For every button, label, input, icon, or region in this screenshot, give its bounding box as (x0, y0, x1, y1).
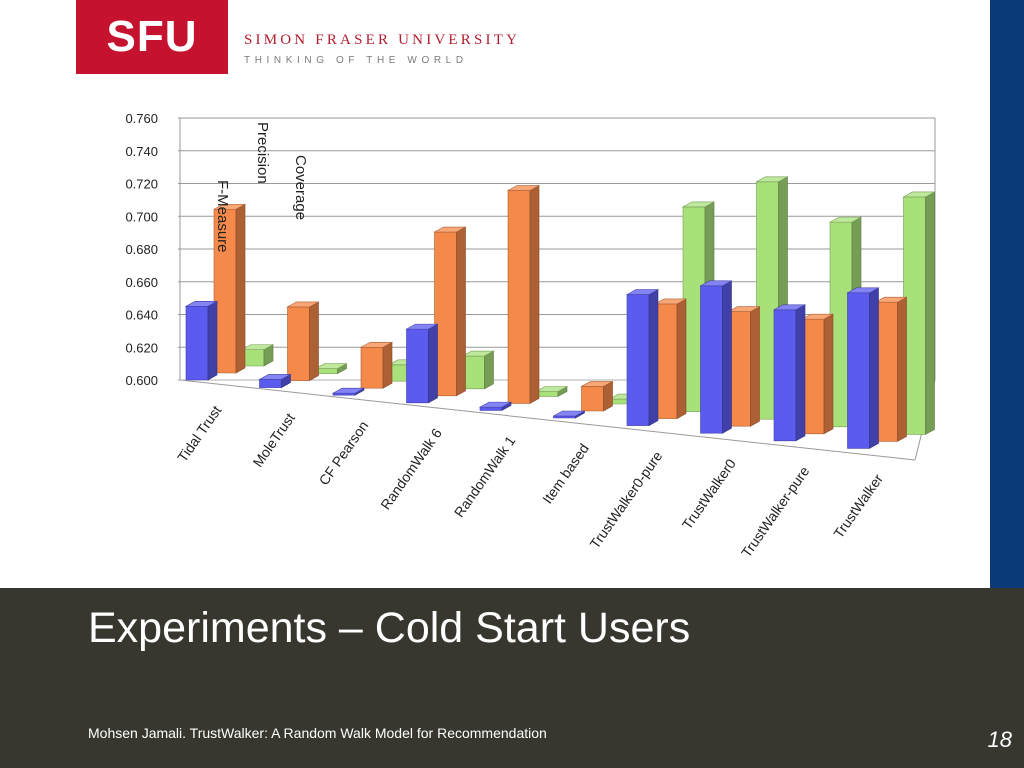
slide-credit: Mohsen Jamali. TrustWalker: A Random Wal… (88, 725, 547, 741)
y-tick-label: 0.720 (125, 177, 158, 192)
bar-coverage-top (461, 350, 495, 357)
bar-f-measure-top (478, 401, 513, 408)
x-tick-label: RandomWalk 1 (451, 433, 519, 520)
slide-title: Experiments – Cold Start Users (88, 604, 691, 652)
bar-coverage-top (314, 363, 348, 369)
y-tick-label: 0.600 (125, 373, 158, 388)
bar-f-measure-front (185, 306, 209, 381)
bar-f-measure-top (552, 410, 586, 417)
bar-coverage-top (902, 191, 936, 198)
bar-precision-side (382, 341, 393, 389)
bar-f-measure-top (258, 374, 292, 380)
x-tick-label: Tidal Trust (174, 402, 224, 464)
x-tick-label: TrustWalker0 (679, 456, 739, 533)
y-tick-label: 0.700 (125, 209, 158, 224)
series-label: Precision (254, 122, 271, 184)
bar-precision-front (507, 190, 531, 404)
bar-coverage-top (828, 216, 863, 223)
bar-f-measure-side (722, 280, 732, 434)
chart-svg: 0.600 0.620 0.640 0.660 0.680 0.700 0.720 0.740… (125, 111, 936, 560)
y-tick-label: 0.680 (125, 242, 158, 257)
x-tick-label: TrustWalker-pure (738, 463, 813, 560)
bar-coverage-side (484, 350, 494, 390)
bar-f-measure-front (259, 379, 282, 388)
bar-f-measure-top (772, 304, 807, 311)
bar-f-measure-side (869, 287, 879, 449)
bar-precision-side (456, 226, 466, 397)
page-number: 18 (987, 727, 1012, 752)
bar-f-measure-side (795, 304, 806, 442)
bar-precision-top (580, 381, 614, 387)
sfu-logo-wordmark: SIMON FRASER UNIVERSITY THINKING OF THE … (228, 0, 520, 74)
sfu-logo: SFU SIMON FRASER UNIVERSITY THINKING OF … (76, 0, 566, 74)
bar-f-measure-side (428, 323, 438, 404)
sfu-logo-mark: SFU (76, 0, 228, 74)
bar-precision-side (823, 313, 834, 435)
y-tick-label: 0.640 (125, 308, 158, 323)
series-label: Coverage (292, 155, 309, 220)
floor-front-edge (179, 379, 916, 461)
bar-precision-top (359, 341, 394, 348)
x-tick-label: CF Pearson (316, 418, 372, 488)
bar-precision-top (212, 203, 247, 210)
bar-precision-side (529, 185, 540, 404)
bar-f-measure-front (479, 406, 503, 411)
bar-precision-top (653, 298, 688, 305)
bar-precision-front (581, 386, 604, 412)
bar-f-measure-side (648, 289, 659, 427)
bar-coverage-top (681, 201, 716, 208)
y-tick-label: 0.740 (125, 144, 158, 159)
bar-f-measure-front (847, 292, 870, 449)
results-chart: 0.600 0.620 0.640 0.660 0.680 0.700 0.720 0.740… (0, 80, 990, 588)
bar-coverage-side (925, 191, 935, 435)
bar-f-measure-top (699, 280, 733, 287)
bar-precision-side (235, 203, 246, 374)
x-tick-label: TrustWalker0-pure (586, 448, 665, 551)
bar-coverage-top (755, 176, 789, 183)
y-tick-label: 0.620 (125, 340, 158, 355)
bar-precision-side (309, 301, 319, 382)
x-tick-label: TrustWalker (830, 471, 886, 541)
bar-precision-front (287, 306, 310, 381)
bar-precision-top (800, 313, 835, 320)
bar-f-measure-top (331, 387, 366, 394)
y-tick-label: 0.660 (125, 275, 158, 290)
bar-coverage-top (534, 386, 569, 392)
x-tick-label: Item based (539, 441, 592, 507)
bar-precision-top (433, 226, 467, 233)
bar-precision-top (506, 185, 541, 191)
bar-precision-side (750, 306, 760, 427)
sfu-logo-mark-text: SFU (106, 12, 198, 61)
bar-precision-side (897, 296, 907, 442)
bar-precision-top (727, 306, 761, 312)
bar-f-measure-top (405, 323, 439, 330)
bar-precision-top (874, 296, 908, 303)
bar-precision-side (676, 298, 687, 420)
bar-f-measure-top (846, 287, 880, 294)
university-name: SIMON FRASER UNIVERSITY (244, 32, 521, 48)
right-accent-stripe (990, 0, 1024, 588)
bar-precision-top (286, 301, 320, 308)
bar-f-measure-top (625, 289, 660, 295)
series-label: F-Measure (214, 180, 231, 253)
footer-bar (0, 588, 1024, 768)
bar-f-measure-front (406, 328, 429, 404)
x-tick-label: MoleTrust (249, 410, 298, 470)
university-tagline: THINKING OF THE WORLD (244, 55, 468, 66)
bar-f-measure-side (207, 300, 218, 381)
x-tick-label: RandomWalk 6 (377, 425, 445, 512)
bar-precision-front (360, 346, 384, 389)
bar-f-measure-top (184, 301, 219, 307)
bar-f-measure-front (626, 294, 650, 426)
bar-coverage-top (240, 344, 275, 350)
bar-f-measure-front (700, 285, 723, 434)
y-tick-label: 0.760 (125, 111, 158, 126)
bar-f-measure-front (773, 309, 797, 442)
